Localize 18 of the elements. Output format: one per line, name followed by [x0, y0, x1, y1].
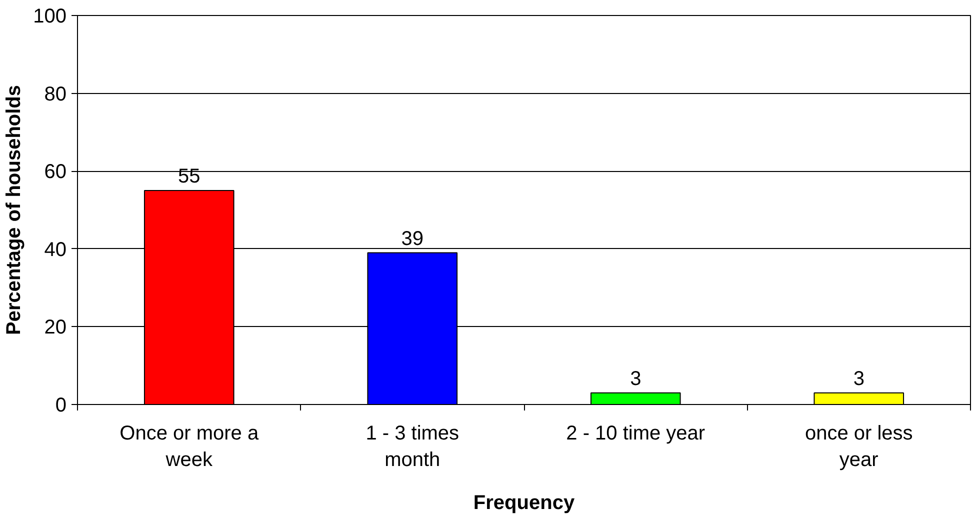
x-axis-title: Frequency — [473, 492, 576, 514]
data-label: 3 — [630, 368, 642, 390]
data-label: 3 — [853, 368, 864, 390]
y-tick-label: 80 — [44, 83, 67, 106]
y-tick-label: 40 — [44, 238, 67, 261]
x-tick-label: 1 - 3 times month — [366, 422, 460, 471]
y-axis-title: Percentage of households — [3, 84, 26, 336]
y-tick-label: 0 — [55, 394, 66, 416]
x-tick-label: Once or more a week — [120, 422, 260, 471]
bar — [814, 392, 904, 404]
x-tick-label: 2 - 10 time year — [566, 422, 706, 444]
data-label: 39 — [401, 228, 424, 250]
y-tick-label: 60 — [44, 161, 67, 184]
bar — [590, 392, 681, 404]
data-label: 55 — [178, 166, 200, 188]
y-tick-label: 100 — [33, 6, 67, 28]
x-tick-label: once or less year — [804, 422, 913, 471]
y-tick-label: 20 — [44, 316, 67, 339]
